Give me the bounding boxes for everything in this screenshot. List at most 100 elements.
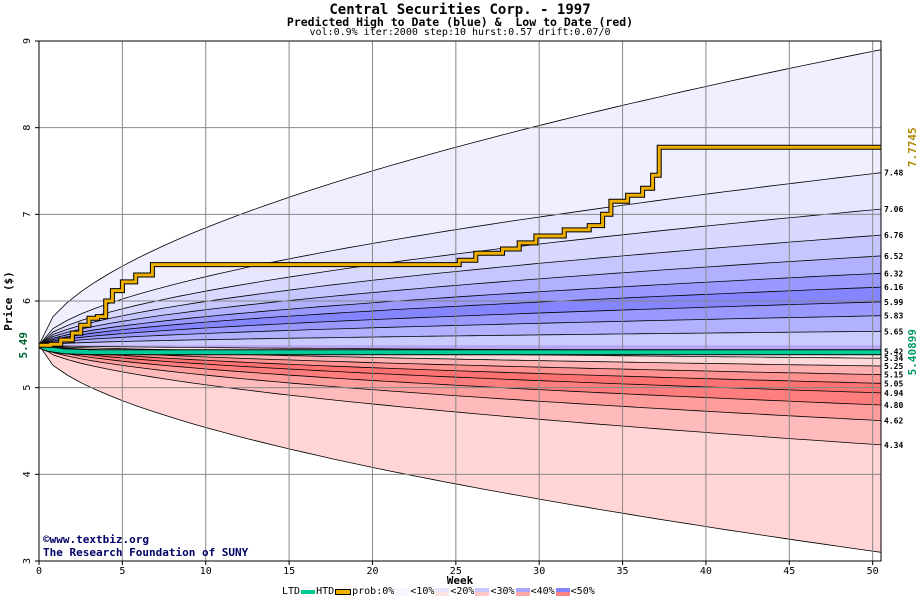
x-tick-label-0: 0	[36, 566, 42, 577]
x-tick-label-6: 30	[533, 566, 545, 577]
lower-band-2	[39, 345, 881, 384]
legend-swatch-30	[515, 587, 530, 596]
final-ltd-label: 5.40899	[906, 329, 919, 375]
quantile-end-label-14: 5.05	[884, 379, 903, 388]
lower-band-5	[39, 345, 881, 421]
htd-line	[39, 145, 881, 347]
quantile-end-label-3: 6.76	[884, 231, 903, 240]
legend-swatch-0	[395, 587, 410, 596]
credit-org: The Research Foundation of SUNY	[43, 546, 249, 559]
quantile-end-label-13: 5.15	[884, 371, 903, 380]
quantile-end-label-6: 6.16	[884, 283, 903, 292]
quantile-end-label-18: 4.34	[884, 441, 903, 450]
lower-quantile-line-8	[39, 344, 881, 553]
final-htd-label: 7.7745	[906, 127, 919, 167]
lower-band-6	[39, 345, 881, 445]
legend-prob-label: prob:0%	[352, 586, 395, 597]
quantile-end-label-9: 5.65	[884, 327, 903, 336]
quantile-end-label-1: 7.48	[884, 169, 903, 178]
quantile-end-label-8: 5.83	[884, 312, 903, 321]
start-price-label: 5.49	[17, 332, 30, 359]
x-tick-label-9: 45	[783, 566, 795, 577]
y-tick-label-2: 5	[22, 385, 33, 391]
copyright-icon: ©	[43, 533, 50, 546]
upper-quantile-line-4	[39, 255, 881, 346]
chart-params: vol:0.9% iter:2000 step:10 hurst:0.57 dr…	[309, 27, 611, 38]
upper-band-6	[39, 287, 881, 346]
y-tick-label-0: 3	[22, 558, 33, 564]
upper-band-0	[39, 49, 881, 346]
quantile-end-label-2: 7.06	[884, 205, 903, 214]
y-tick-label-1: 4	[22, 471, 33, 477]
upper-band-7	[39, 301, 881, 346]
upper-quantile-line-9	[39, 330, 881, 346]
lower-band-0	[39, 345, 881, 366]
legend-b10-label: <10%	[410, 586, 435, 597]
upper-band-5	[39, 273, 881, 346]
x-tick-label-7: 35	[617, 566, 629, 577]
chart-legend: LTD HTD prob:0% <10% <20% <30% <40% <50%	[282, 586, 595, 597]
upper-band-8	[39, 315, 881, 346]
y-tick-label-6: 9	[22, 38, 33, 44]
lower-band-4	[39, 345, 881, 405]
quantile-end-label-5: 6.32	[884, 269, 903, 278]
plot-area	[39, 41, 881, 561]
lower-quantile-line-4	[39, 344, 881, 394]
legend-b30-label: <30%	[490, 586, 515, 597]
x-tick-label-8: 40	[700, 566, 712, 577]
lower-quantile-line-3	[39, 344, 881, 384]
upper-quantile-line-5	[39, 272, 881, 346]
legend-swatch-10	[435, 587, 450, 596]
quantile-end-label-17: 4.62	[884, 417, 903, 426]
credit-url: www.textbiz.org	[49, 533, 149, 546]
upper-quantile-line-2	[39, 208, 881, 346]
legend-swatch-20	[475, 587, 490, 596]
lower-band-1	[39, 345, 881, 375]
legend-ltd-swatch	[301, 589, 316, 594]
lower-band-3	[39, 345, 881, 393]
upper-band-9	[39, 331, 881, 352]
lower-quantile-line-7	[39, 344, 881, 446]
x-axis-label: Week	[447, 574, 474, 587]
lower-quantile-line-5	[39, 344, 881, 406]
y-tick-label-4: 7	[22, 211, 33, 217]
legend-htd-swatch	[335, 588, 352, 595]
lower-band-8	[39, 345, 881, 553]
quantile-end-label-12: 5.25	[884, 362, 903, 371]
credit-block: ©www.textbiz.org The Research Foundation…	[43, 533, 248, 559]
upper-band-1	[39, 172, 881, 346]
upper-quantile-line-8	[39, 315, 881, 346]
legend-b50-label: <50%	[570, 586, 595, 597]
upper-quantile-line-7	[39, 301, 881, 346]
legend-b20-label: <20%	[450, 586, 475, 597]
x-tick-label-3: 15	[283, 566, 295, 577]
chart-title: Central Securities Corp. - 1997	[329, 2, 591, 18]
quantile-end-label-7: 5.99	[884, 298, 903, 307]
upper-band-3	[39, 235, 881, 346]
y-axis-label: Price ($)	[2, 271, 15, 331]
legend-htd-label: HTD	[316, 586, 335, 597]
quantile-end-label-11: 5.34	[884, 354, 903, 363]
legend-swatch-40	[555, 587, 570, 596]
quantile-end-label-10: 5.42	[884, 347, 903, 356]
lower-band-7	[39, 345, 881, 553]
quantile-end-label-4: 6.52	[884, 252, 903, 261]
x-tick-label-10: 50	[867, 566, 879, 577]
legend-ltd-label: LTD	[282, 586, 301, 597]
x-tick-label-4: 20	[366, 566, 378, 577]
upper-band-2	[39, 209, 881, 346]
y-tick-label-5: 8	[22, 125, 33, 131]
upper-band-4	[39, 255, 881, 346]
ltd-line	[39, 343, 881, 355]
lower-quantile-line-2	[39, 344, 881, 376]
chart-subtitle: Predicted High to Date (blue) & Low to D…	[286, 15, 634, 29]
upper-quantile-line-6	[39, 286, 881, 346]
x-tick-label-5: 25	[450, 566, 462, 577]
quantile-end-label-16: 4.80	[884, 401, 903, 410]
y-tick-label-3: 6	[22, 298, 33, 304]
lower-quantile-line-6	[39, 344, 881, 421]
quantile-end-label-15: 4.94	[884, 389, 903, 398]
x-tick-label-2: 10	[200, 566, 212, 577]
upper-quantile-line-0	[39, 49, 881, 346]
